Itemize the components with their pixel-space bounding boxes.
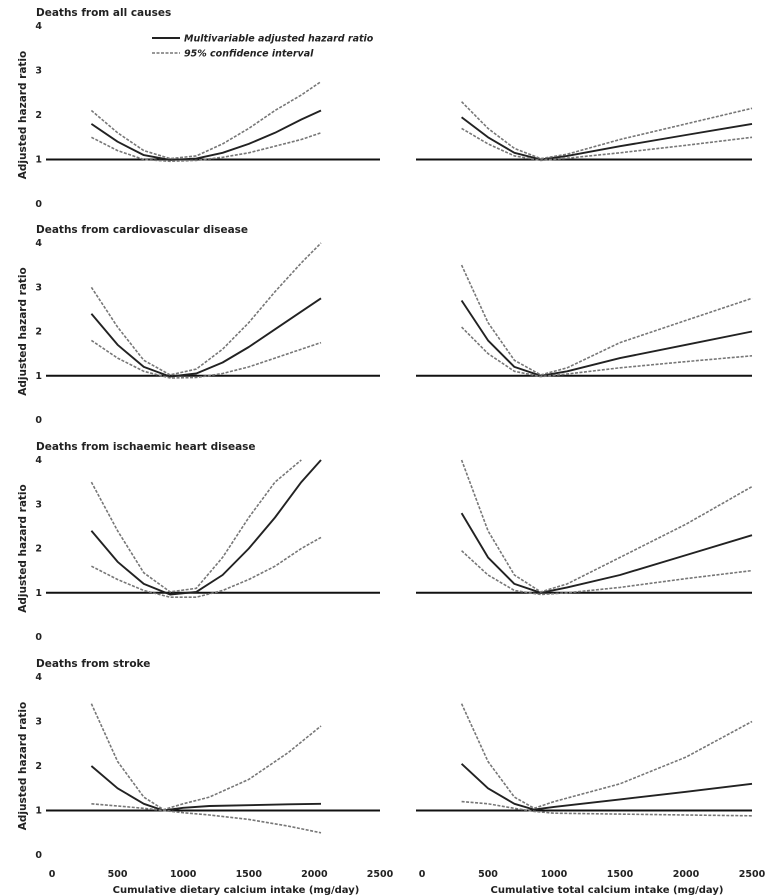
panel-stroke-total: 0 500 1000 1500 2000 2500 Cumulative total cal… [416, 703, 766, 895]
y-axis-label: Adjusted hazard ratio [17, 51, 29, 179]
panel-all-causes-total [416, 101, 753, 162]
x-tick-label: 2000 [301, 869, 328, 880]
x-tick-label: 1000 [541, 869, 568, 880]
x-tick-label: 0 [49, 869, 56, 880]
x-tick-label: 2500 [739, 869, 766, 880]
confidence-interval-line [460, 703, 753, 810]
confidence-interval-line [460, 459, 753, 593]
panel-all-causes-dietary: Deaths from all causes Adjusted hazard ra… [17, 7, 380, 210]
y-tick-label: 0 [35, 415, 42, 426]
y-tick-label: 3 [35, 717, 42, 728]
y-tick-label: 1 [35, 806, 42, 817]
y-tick-label: 4 [35, 672, 42, 683]
x-axis-label: Cumulative dietary calcium intake (mg/da… [113, 885, 360, 895]
x-tick-label: 1000 [170, 869, 197, 880]
panel-title: Deaths from ischaemic heart disease [36, 441, 256, 453]
hazard-ratio-line [90, 297, 322, 378]
confidence-interval-line [90, 339, 322, 379]
y-tick-label: 1 [35, 588, 42, 599]
y-axis-label: Adjusted hazard ratio [17, 484, 29, 612]
panel-cardiovascular-total [416, 264, 753, 378]
panel-ischemic-total [416, 459, 753, 596]
confidence-interval-line [90, 242, 322, 376]
panel-stroke-dietary: Deaths from stroke Adjusted hazard ratio 0… [17, 658, 394, 895]
y-tick-label: 0 [35, 199, 42, 210]
confidence-interval-line [91, 803, 322, 834]
hazard-ratio-line [460, 512, 753, 594]
x-tick-label: 2500 [367, 869, 394, 880]
confidence-interval-line [461, 550, 753, 596]
panel-cardiovascular-dietary: Deaths from cardiovascular disease Adjust… [17, 224, 380, 426]
hazard-ratio-line [460, 299, 753, 377]
x-tick-label: 1500 [236, 869, 263, 880]
confidence-interval-line [461, 800, 753, 817]
confidence-interval-line [91, 132, 322, 163]
confidence-interval-line [90, 703, 322, 811]
y-tick-label: 2 [35, 327, 42, 338]
x-tick-label: 0 [419, 869, 426, 880]
panel-title: Deaths from stroke [36, 658, 150, 670]
y-tick-label: 1 [35, 155, 42, 166]
legend-entry: 95% confidence interval [184, 49, 314, 60]
panel-ischemic-dietary: Deaths from ischaemic heart disease Adjus… [17, 441, 380, 643]
y-tick-label: 3 [35, 282, 42, 293]
hazard-ratio-line [460, 763, 753, 811]
confidence-interval-line [90, 80, 322, 160]
y-tick-label: 4 [35, 21, 42, 32]
confidence-interval-line [90, 459, 302, 593]
y-tick-label: 3 [35, 499, 42, 510]
panel-title: Deaths from cardiovascular disease [36, 224, 248, 236]
y-tick-label: 1 [35, 371, 42, 382]
x-tick-label: 500 [108, 869, 128, 880]
x-axis-label: Cumulative total calcium intake (mg/day) [491, 885, 724, 895]
x-tick-label: 500 [478, 869, 498, 880]
confidence-interval-line [91, 536, 322, 599]
y-tick-label: 0 [35, 632, 42, 643]
confidence-interval-line [461, 326, 753, 378]
panel-title: Deaths from all causes [36, 7, 171, 19]
y-tick-label: 4 [35, 455, 42, 466]
legend-entry: Multivariable adjusted hazard ratio [184, 34, 374, 45]
confidence-interval-line [461, 101, 753, 160]
hazard-ratio-line [461, 116, 753, 161]
y-tick-label: 3 [35, 66, 42, 77]
y-tick-label: 2 [35, 110, 42, 121]
x-tick-label: 1500 [607, 869, 634, 880]
x-tick-label: 2000 [673, 869, 700, 880]
y-tick-label: 4 [35, 238, 42, 249]
confidence-interval-line [460, 264, 753, 376]
y-tick-label: 2 [35, 544, 42, 555]
y-tick-label: 2 [35, 761, 42, 772]
y-axis-label: Adjusted hazard ratio [17, 267, 29, 395]
y-axis-label: Adjusted hazard ratio [17, 702, 29, 830]
hazard-ratio-line [90, 459, 322, 596]
hazard-ratio-line [90, 109, 322, 161]
y-tick-label: 0 [35, 850, 42, 861]
confidence-interval-line [461, 127, 753, 162]
hazard-ratio-line [90, 765, 322, 812]
